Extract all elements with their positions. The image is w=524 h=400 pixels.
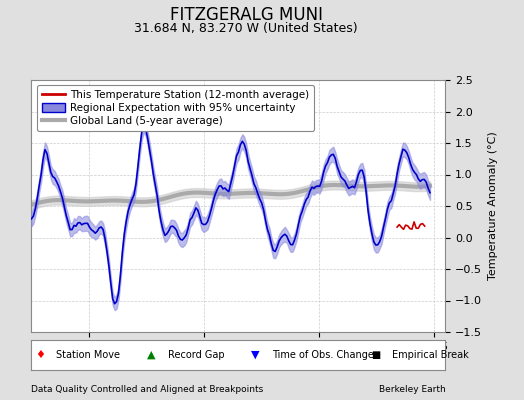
Text: ♦: ♦ (36, 350, 46, 360)
Text: FITZGERALG MUNI: FITZGERALG MUNI (170, 6, 323, 24)
Text: ▼: ▼ (251, 350, 259, 360)
Text: Empirical Break: Empirical Break (391, 350, 468, 360)
Text: Berkeley Earth: Berkeley Earth (379, 385, 445, 394)
Y-axis label: Temperature Anomaly (°C): Temperature Anomaly (°C) (488, 132, 498, 280)
Text: Data Quality Controlled and Aligned at Breakpoints: Data Quality Controlled and Aligned at B… (31, 385, 264, 394)
Text: Time of Obs. Change: Time of Obs. Change (271, 350, 374, 360)
Text: Record Gap: Record Gap (168, 350, 225, 360)
Legend: This Temperature Station (12-month average), Regional Expectation with 95% uncer: This Temperature Station (12-month avera… (37, 85, 314, 131)
Text: 31.684 N, 83.270 W (United States): 31.684 N, 83.270 W (United States) (135, 22, 358, 35)
Text: Station Move: Station Move (56, 350, 121, 360)
Text: ▲: ▲ (147, 350, 156, 360)
Text: ■: ■ (371, 350, 380, 360)
